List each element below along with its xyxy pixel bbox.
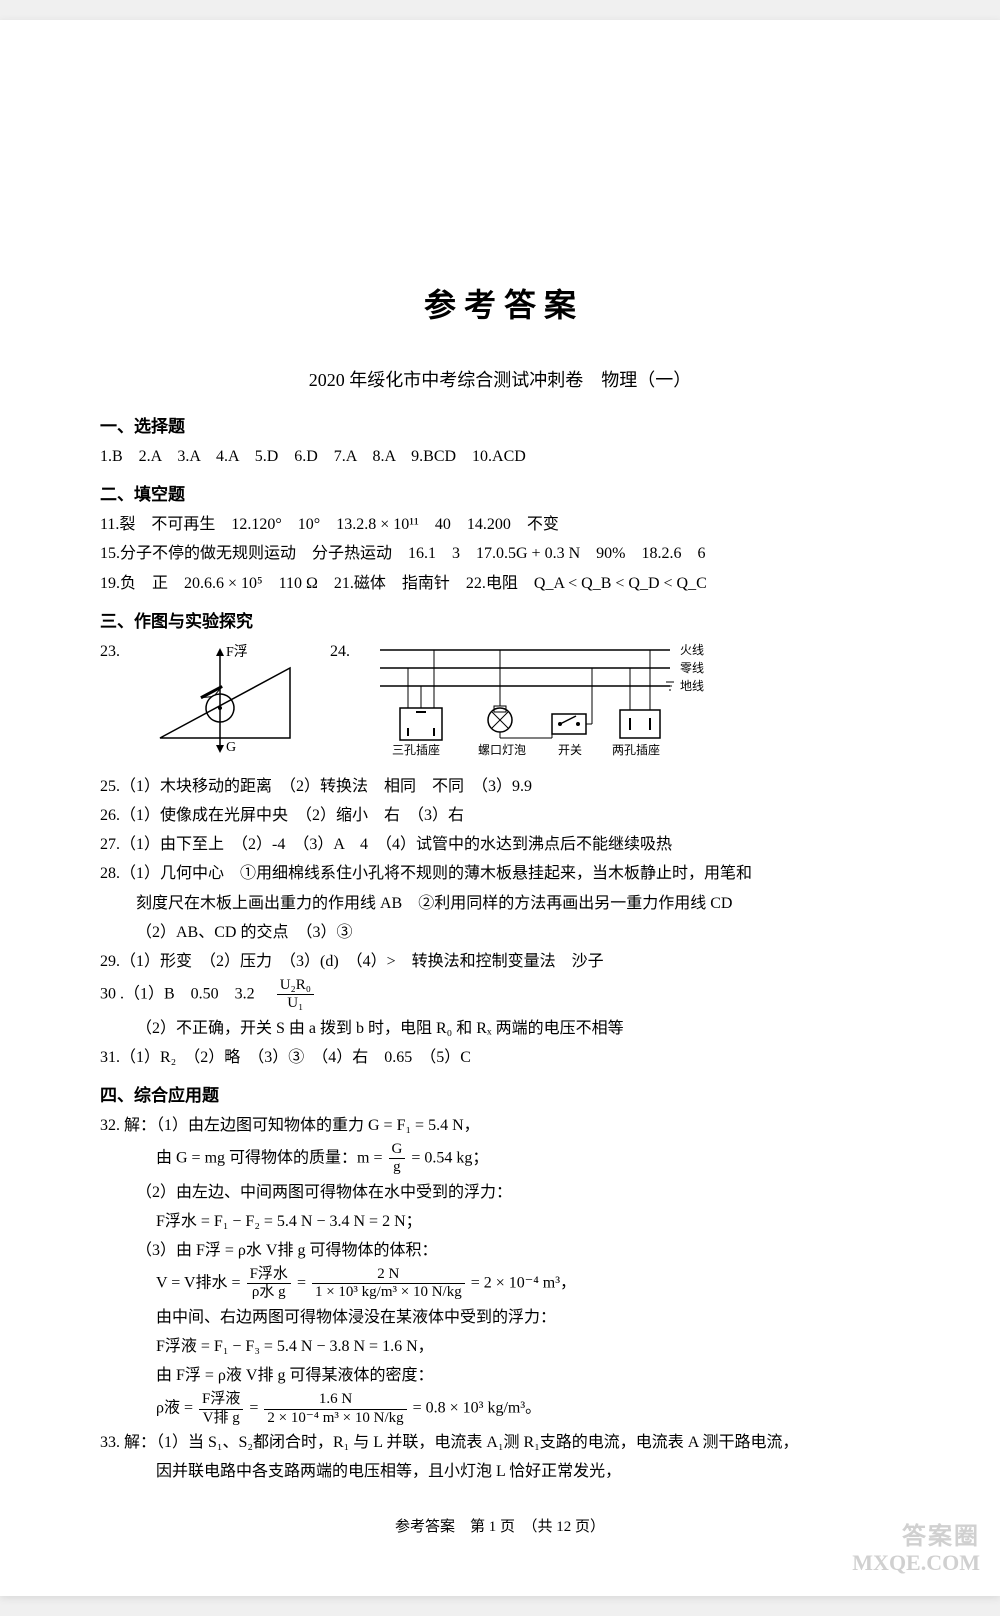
label-2socket: 两孔插座	[612, 742, 660, 757]
q32-l10: ρ液 = F浮液 V排 g = 1.6 N 2 × 10⁻⁴ m³ × 10 N…	[100, 1391, 900, 1427]
q32-l10-mid: =	[249, 1400, 262, 1417]
q33-head: 33. 解：（1）当 S₁、S₂都闭合时，R₁ 与 L 并联，电流表 A₁测 R…	[100, 1429, 900, 1456]
q30a-fraction: U₂R₀ U₁	[277, 977, 314, 1013]
q28b: 刻度尺在木板上画出重力的作用线 AB ②利用同样的方法再画出另一重力作用线 CD	[100, 890, 900, 917]
q32-l10-pre: ρ液 =	[156, 1400, 197, 1417]
q32-l10-f1: F浮液 V排 g	[199, 1391, 243, 1427]
q32-l10-f2: 1.6 N 2 × 10⁻⁴ m³ × 10 N/kg	[264, 1391, 406, 1427]
q32-l3: （2）由左边、中间两图可得物体在水中受到的浮力：	[100, 1179, 900, 1206]
q27: 27.（1）由下至上 （2）-4 （3）A 4 （4）试管中的水达到沸点后不能继…	[100, 831, 900, 858]
page-subtitle: 2020 年绥化市中考综合测试冲刺卷 物理（一）	[100, 366, 900, 392]
label-G: G	[226, 740, 236, 755]
q23-label: 23.	[100, 638, 120, 665]
q24-label: 24.	[330, 638, 350, 665]
q26: 26.（1）使像成在光屏中央 （2）缩小 右 （3）右	[100, 802, 900, 829]
q32-l10-f1d: V排 g	[199, 1410, 243, 1427]
q32-l2-post: = 0.54 kg；	[411, 1150, 488, 1167]
q30a-den: U₁	[277, 995, 314, 1012]
diagram-24: 火线 零线 地线 三孔插座	[370, 638, 740, 763]
q32-l6-f2d: 1 × 10³ kg/m³ × 10 N/kg	[312, 1284, 465, 1301]
q29: 29.（1）形变 （2）压力 （3）(d) （4）> 转换法和控制变量法 沙子	[100, 948, 900, 975]
diagram-23: F浮 G	[140, 638, 310, 763]
q25: 25.（1）木块移动的距离 （2）转换法 相同 不同 （3）9.9	[100, 773, 900, 800]
watermark-bottom: MXQE.COM	[852, 1550, 980, 1576]
fill-line-11-14: 11.裂 不可再生 12.120° 10° 13.2.8 × 10¹¹ 40 1…	[100, 511, 900, 538]
q32-l10-f2n: 1.6 N	[264, 1391, 406, 1409]
q30a-prefix: 30 .（1）B 0.50 3.2	[100, 985, 271, 1002]
q32-l6-pre: V = V排水 =	[156, 1275, 245, 1292]
q32-l2-frac: G g	[389, 1141, 406, 1177]
section-fill-heading: 二、填空题	[100, 480, 900, 505]
q28c: （2）AB、CD 的交点 （3）③	[100, 919, 900, 946]
q32-l2: 由 G = mg 可得物体的质量：m = G g = 0.54 kg；	[100, 1141, 900, 1177]
fill-line-19-22: 19.负 正 20.6.6 × 10⁵ 110 Ω 21.磁体 指南针 22.电…	[100, 570, 900, 597]
q32-head: 32. 解：（1）由左边图可知物体的重力 G = F₁ = 5.4 N，	[100, 1112, 900, 1139]
q32-l6-f2: 2 N 1 × 10³ kg/m³ × 10 N/kg	[312, 1266, 465, 1302]
q32-l6-mid: =	[297, 1275, 310, 1292]
q32-l6: V = V排水 = F浮水 ρ水 g = 2 N 1 × 10³ kg/m³ ×…	[100, 1266, 900, 1302]
q32-l9: 由 F浮 = ρ液 V排 g 可得某液体的密度：	[100, 1362, 900, 1389]
q32-l2-num: G	[389, 1141, 406, 1159]
label-switch: 开关	[558, 743, 582, 757]
q32-l6-f1n: F浮水	[247, 1266, 291, 1284]
q32-l8: F浮液 = F₁ − F₃ = 5.4 N − 3.8 N = 1.6 N，	[100, 1333, 900, 1360]
page-title: 参 考 答 案	[100, 280, 900, 326]
q28a: 28.（1）几何中心 ①用细棉线系住小孔将不规则的薄木板悬挂起来，当木板静止时，…	[100, 860, 900, 887]
label-earth: 地线	[680, 679, 704, 693]
q32-l4: F浮水 = F₁ − F₂ = 5.4 N − 3.4 N = 2 N；	[100, 1208, 900, 1235]
q30b: （2）不正确，开关 S 由 a 拨到 b 时，电阻 R₀ 和 Rₓ 两端的电压不…	[100, 1015, 900, 1042]
section-diagram-heading: 三、作图与实验探究	[100, 607, 900, 632]
q32-l6-f1d: ρ水 g	[247, 1284, 291, 1301]
q32-l6-f1: F浮水 ρ水 g	[247, 1266, 291, 1302]
choice-answers: 1.B 2.A 3.A 4.A 5.D 6.D 7.A 8.A 9.BCD 10…	[100, 443, 900, 470]
label-F: F浮	[226, 644, 248, 660]
q32-l7: 由中间、右边两图可得物体浸没在某液体中受到的浮力：	[100, 1304, 900, 1331]
q31: 31.（1）R₂ （2）略 （3）③ （4）右 0.65 （5）C	[100, 1044, 900, 1071]
q32-l10-post: = 0.8 × 10³ kg/m³。	[413, 1400, 542, 1417]
page: 参 考 答 案 2020 年绥化市中考综合测试冲刺卷 物理（一） 一、选择题 1…	[0, 20, 1000, 1596]
q32-l5: （3）由 F浮 = ρ水 V排 g 可得物体的体积：	[100, 1237, 900, 1264]
section-choice-heading: 一、选择题	[100, 412, 900, 437]
inclined-plane-svg: F浮 G	[140, 638, 310, 758]
q30a: 30 .（1）B 0.50 3.2 U₂R₀ U₁	[100, 977, 900, 1013]
circuit-svg: 火线 零线 地线 三孔插座	[370, 638, 740, 758]
label-bulb: 螺口灯泡	[478, 743, 526, 757]
label-neutral: 零线	[680, 661, 704, 675]
q33-l2: 因并联电路中各支路两端的电压相等，且小灯泡 L 恰好正常发光，	[100, 1458, 900, 1485]
diagram-row: 23. F浮 G 24.	[100, 638, 900, 763]
fill-line-15-18: 15.分子不停的做无规则运动 分子热运动 16.1 3 17.0.5G + 0.…	[100, 540, 900, 567]
q32-l2-den: g	[389, 1159, 406, 1176]
page-footer: 参考答案 第 1 页 （共 12 页）	[100, 1515, 900, 1536]
q32-l6-f2n: 2 N	[312, 1266, 465, 1284]
q32-l10-f1n: F浮液	[199, 1391, 243, 1409]
watermark-top: 答案圈	[902, 1516, 980, 1551]
section-comprehensive-heading: 四、综合应用题	[100, 1081, 900, 1106]
q30a-num: U₂R₀	[277, 977, 314, 995]
label-3socket: 三孔插座	[392, 742, 440, 757]
q32-l6-post: = 2 × 10⁻⁴ m³，	[471, 1275, 576, 1292]
q32-l2-pre: 由 G = mg 可得物体的质量：m =	[156, 1150, 387, 1167]
label-live: 火线	[680, 643, 704, 657]
q32-l10-f2d: 2 × 10⁻⁴ m³ × 10 N/kg	[264, 1410, 406, 1427]
